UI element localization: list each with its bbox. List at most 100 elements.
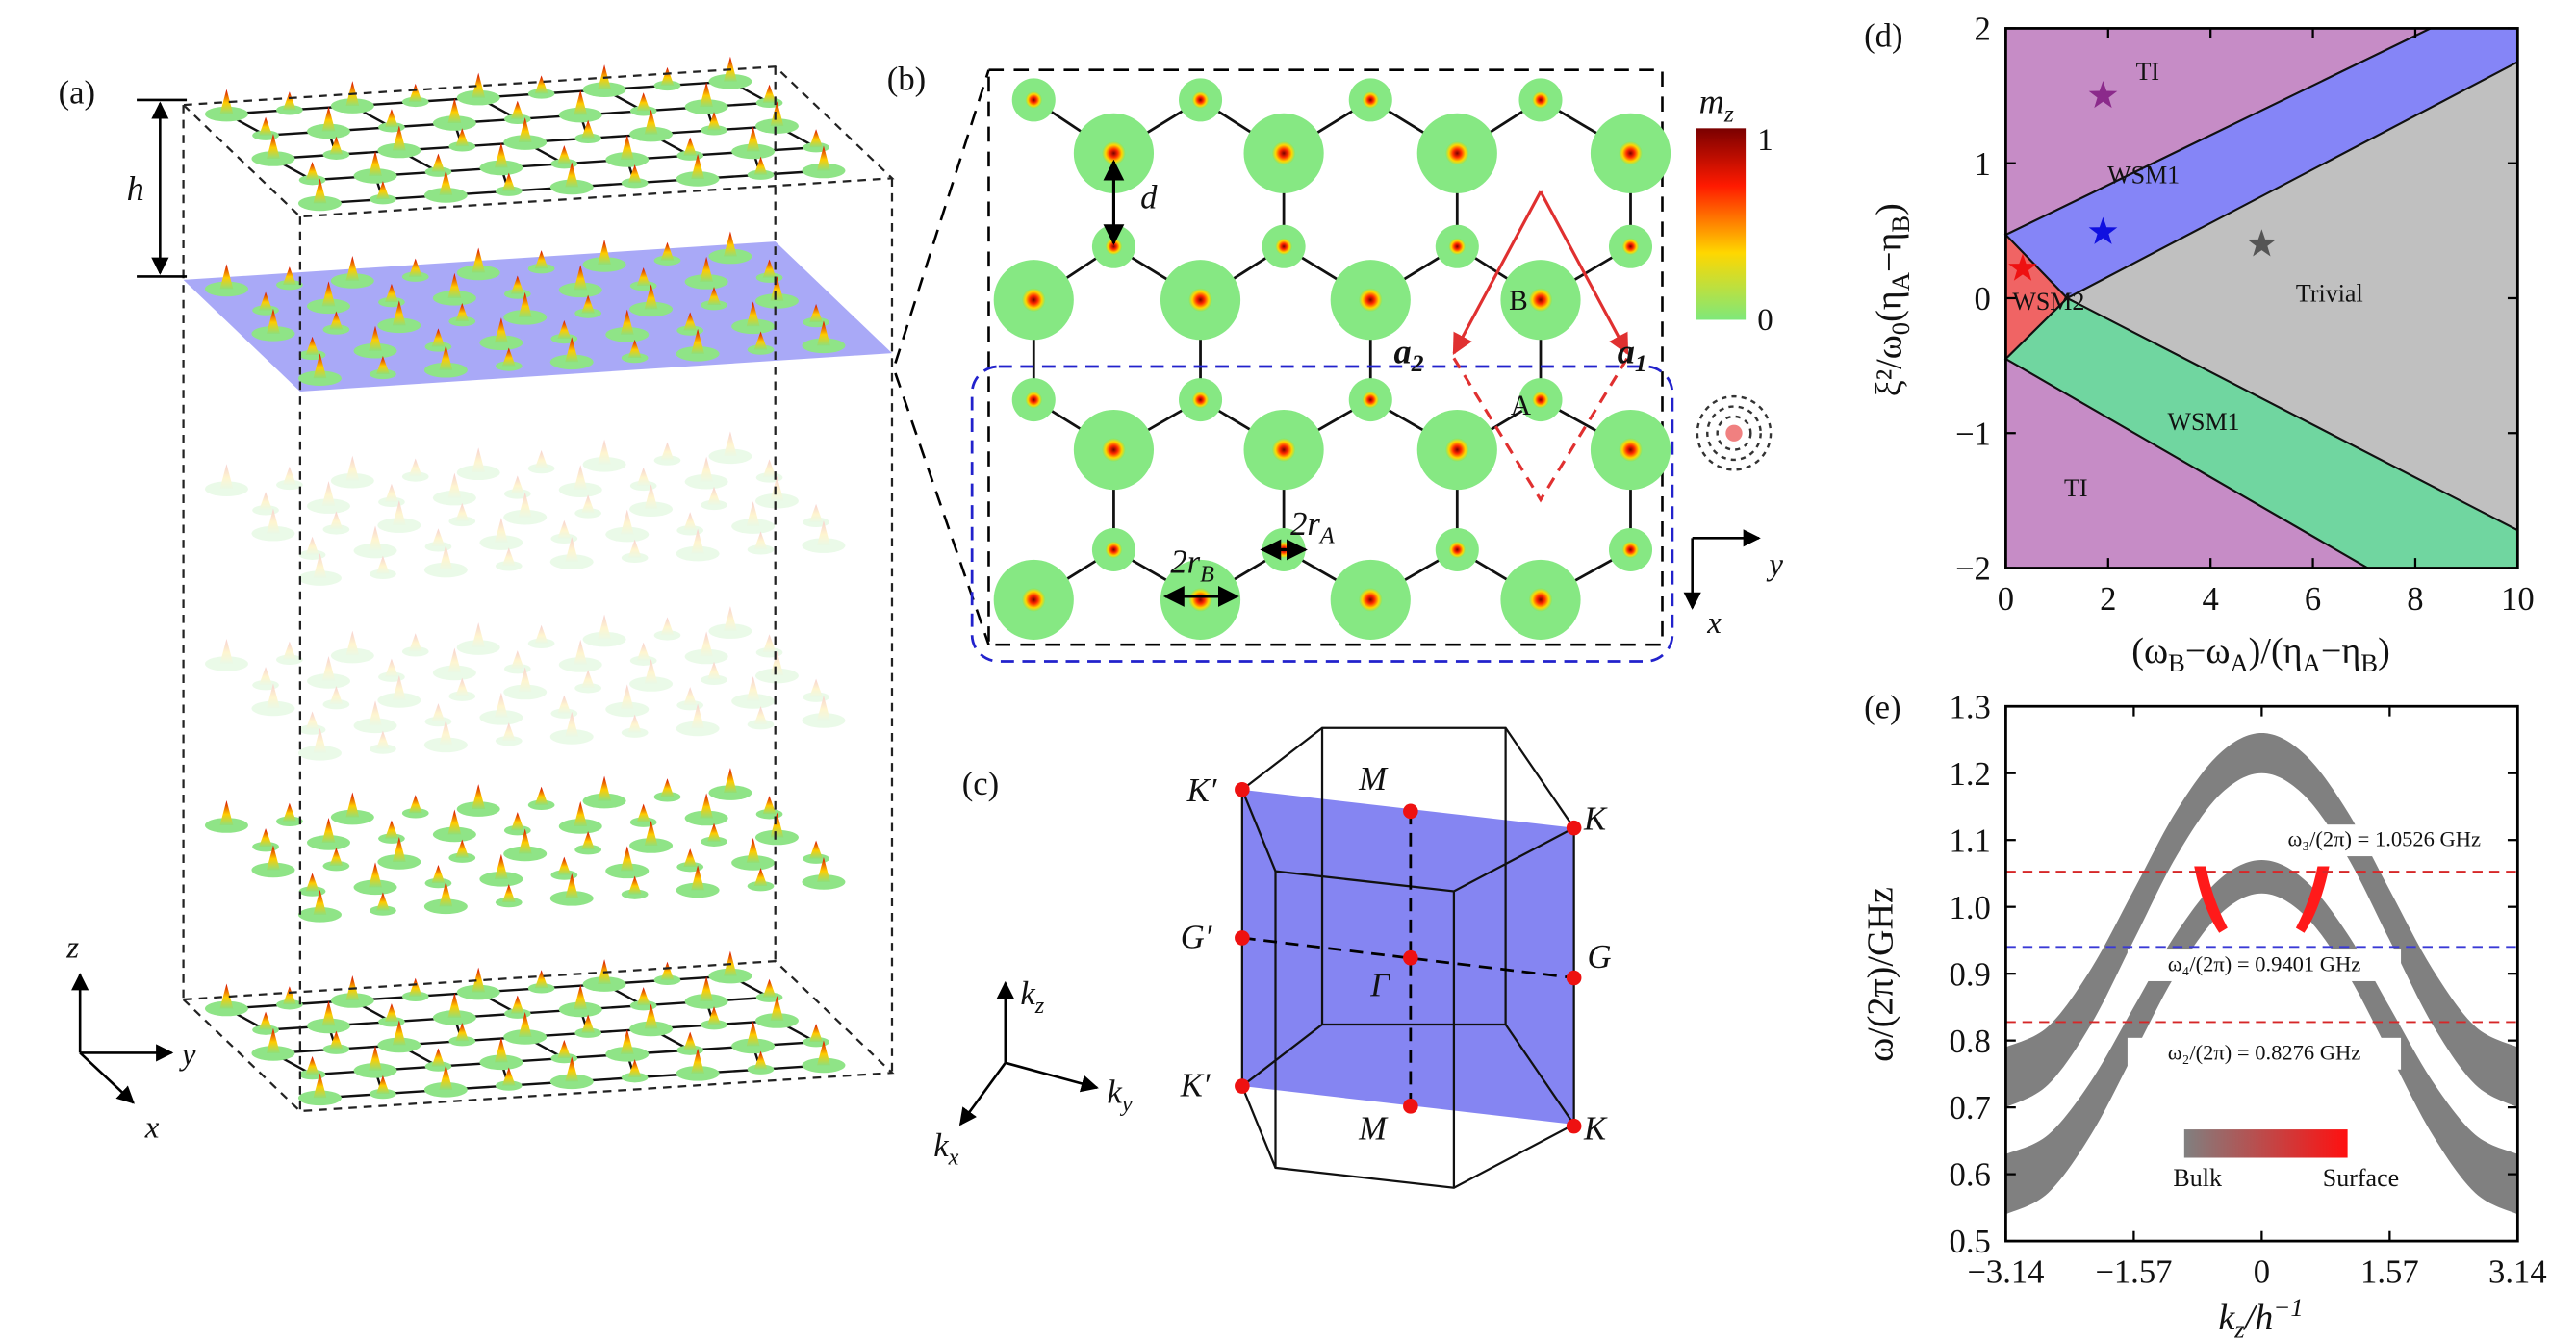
magnetization-peak (321, 817, 336, 843)
rb-label: 2rB (1170, 544, 1214, 588)
text-part: A (2230, 648, 2249, 677)
magnetization-peak (259, 667, 272, 686)
frequency-label: ω₂/(2π) = 0.8276 GHz (2168, 1040, 2360, 1064)
site-core (1532, 91, 1549, 109)
magnetization-peak (746, 301, 760, 327)
magnetization-peak (660, 241, 675, 261)
magnetization-peak (375, 555, 390, 574)
magnetic-disk (370, 193, 396, 205)
y-tick-label: 0.9 (1950, 956, 1991, 993)
text-part: y (1119, 1091, 1133, 1117)
magnetization-peak (700, 256, 714, 282)
site-core (1275, 238, 1292, 255)
edge-box (970, 365, 1674, 663)
magnetization-peak (329, 848, 344, 867)
site-core (1022, 288, 1046, 312)
text-part: −η (1869, 233, 1909, 272)
text-part: z (1723, 99, 1734, 127)
magnetic-disk (558, 482, 602, 497)
x-tick-label: 0 (2254, 1253, 2270, 1290)
magnetization-peak (620, 846, 634, 872)
zoom-line (894, 69, 990, 364)
magnetization-peak (455, 839, 470, 858)
high-symmetry-point (1403, 1099, 1418, 1114)
magnetization-peak (574, 89, 588, 115)
bulk-band (2005, 733, 2518, 1108)
x-tick-label: 2 (2100, 581, 2116, 618)
axis-label: kz (1020, 975, 1044, 1019)
magnetization-peak (627, 339, 642, 359)
text-part: −η (2321, 631, 2360, 671)
y-axis-label: ω/(2π)/GHz (1861, 887, 1901, 1062)
star-marker (2008, 253, 2037, 281)
magnetization-peak (282, 266, 296, 286)
magnetization-peak (408, 83, 422, 102)
magnetization-peak (565, 337, 579, 363)
magnetization-peak (431, 865, 446, 884)
magnetization-peak (518, 828, 532, 854)
magnetization-peak (219, 89, 234, 114)
site-core (1448, 541, 1466, 559)
text-part: ) (2378, 631, 2390, 671)
magnetization-peak (305, 711, 319, 730)
magnetization-peak (565, 1056, 579, 1082)
vortex-ring (1716, 415, 1752, 451)
y-tick-label: 1.0 (1950, 890, 1991, 926)
high-symmetry-point (1566, 970, 1582, 986)
magnetization-peak (369, 150, 382, 176)
magnetization-peak (683, 137, 698, 156)
magnetization-peak (369, 525, 382, 551)
site-core (1359, 288, 1383, 312)
x-tick-label: −1.57 (2095, 1253, 2172, 1290)
magnetization-peak (329, 136, 344, 155)
y-tick-label: −1 (1955, 416, 1991, 452)
magnetization-peak (510, 100, 524, 119)
magnetization-peak (385, 284, 398, 303)
magnetization-peak (598, 240, 611, 265)
magnetization-peak (817, 145, 830, 171)
site-core (1102, 141, 1126, 165)
magnetization-peak (770, 101, 784, 127)
point-label: K′ (1186, 772, 1217, 809)
magnetization-peak (762, 459, 777, 478)
magnetization-peak (557, 145, 572, 164)
magnetic-disk (297, 1090, 342, 1106)
magnetization-peak (472, 784, 486, 810)
magnetization-peak (707, 1006, 721, 1025)
panel-label: (b) (887, 62, 926, 98)
magnetization-peak (518, 492, 532, 518)
text-part: z (1034, 993, 1045, 1019)
y-tick-label: 0.6 (1950, 1157, 1991, 1194)
site-core (1102, 438, 1126, 462)
magnetization-peak (439, 169, 453, 195)
magnetic-disk (527, 799, 555, 811)
magnetization-peak (534, 75, 548, 94)
magnetization-peak (431, 328, 446, 347)
magnetization-peak (574, 640, 588, 665)
magnetic-disk (377, 1037, 421, 1053)
x-tick-label: 6 (2305, 581, 2321, 618)
magnetization-peak (660, 442, 675, 461)
magnetization-peak (472, 967, 486, 993)
y-tick-label: 0.8 (1950, 1024, 1991, 1060)
point-label: K′ (1180, 1067, 1211, 1103)
panel-label: (e) (1864, 689, 1900, 725)
magnetization-peak (691, 1048, 705, 1074)
magnetization-peak (494, 853, 508, 879)
site-core (1022, 588, 1046, 612)
star-marker (2247, 229, 2277, 257)
magnetization-peak (565, 873, 579, 898)
text-part: B (1200, 561, 1214, 587)
magnetization-peak (375, 355, 390, 374)
magnetization-peak (282, 91, 296, 111)
high-symmetry-point (1235, 1078, 1250, 1094)
magnetization-peak (321, 655, 336, 681)
text-part: 2r (1290, 506, 1320, 543)
magnetic-disk (605, 152, 650, 167)
x-tick-label: 8 (2407, 581, 2423, 618)
magnetization-peak (313, 353, 327, 379)
magnetization-peak (817, 1040, 830, 1066)
magnetization-peak (369, 1045, 382, 1071)
site-core (1619, 438, 1643, 462)
